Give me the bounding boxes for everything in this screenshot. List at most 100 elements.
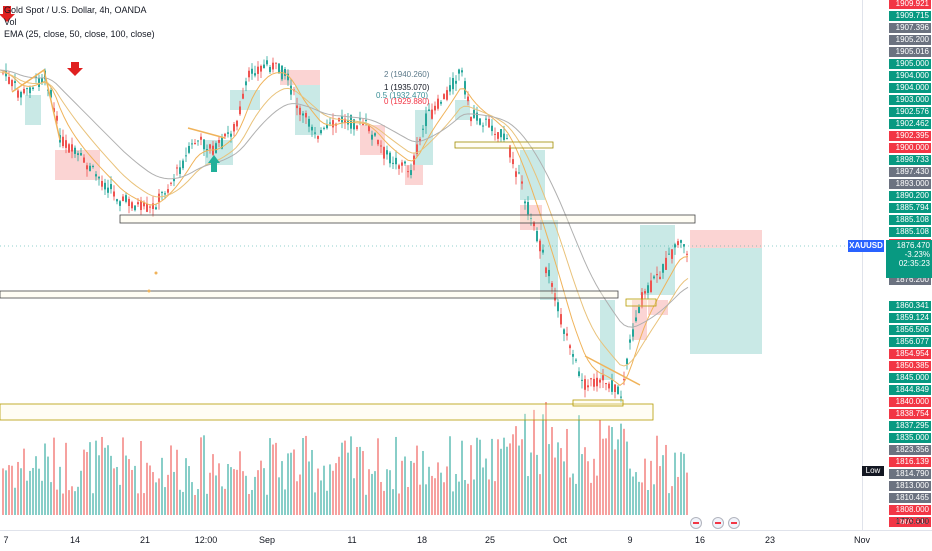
volume-bar: [161, 457, 163, 515]
volume-bar: [638, 481, 640, 515]
price-axis-label: 1856.077: [889, 337, 931, 347]
low-tag: Low: [862, 466, 884, 476]
candle-body: [377, 139, 379, 145]
volume-bar: [347, 452, 349, 515]
volume-bar: [299, 474, 301, 515]
volume-bar: [680, 452, 682, 515]
candle-body: [230, 133, 232, 137]
level-box: [454, 141, 554, 149]
candle-body: [32, 87, 34, 90]
volume-bar: [242, 471, 244, 515]
level-box: [572, 399, 624, 407]
volume-bar: [122, 437, 124, 515]
candle-body: [680, 240, 682, 243]
pattern-line: [11, 68, 61, 141]
price-axis[interactable]: 1909.921 1909.715 1907.396 1905.200 1905.016…: [862, 0, 932, 530]
volume-bar: [470, 445, 472, 515]
candle-body: [149, 206, 151, 208]
candle-body: [233, 124, 235, 132]
price-axis-label: 1808.000: [889, 505, 931, 515]
candle-body: [344, 118, 346, 124]
volume-bar: [551, 427, 553, 515]
volume-bar: [212, 454, 214, 515]
volume-bar: [572, 473, 574, 515]
down-arrow-icon: [0, 6, 15, 22]
volume-bar: [176, 449, 178, 515]
time-axis[interactable]: 7 14 21 12:00 Sep 11 18 25 Oct 9 16 23 Nov: [0, 530, 932, 551]
candle-body: [173, 178, 175, 182]
volume-bar: [590, 482, 592, 515]
candle-body: [26, 88, 28, 90]
volume-bar: [149, 465, 151, 515]
volume-bar: [455, 474, 457, 515]
volume-bar: [95, 440, 97, 515]
candle-body: [311, 126, 313, 131]
candle-body: [68, 144, 70, 153]
volume-bar: [44, 443, 46, 515]
candle-body: [506, 138, 508, 140]
pattern-line: [584, 355, 641, 386]
price-chart[interactable]: [0, 0, 862, 530]
volume-bar: [482, 467, 484, 515]
us-flag-icon[interactable]: [712, 517, 724, 529]
candle-body: [278, 63, 280, 73]
candle-body: [668, 253, 670, 255]
volume-bar: [539, 474, 541, 515]
candle-body: [251, 68, 253, 74]
volume-bar: [98, 455, 100, 515]
position-zone: [690, 230, 762, 248]
volume-bar: [665, 444, 667, 515]
candle-body: [128, 198, 130, 207]
volume-bar: [401, 460, 403, 515]
volume-bar: [557, 442, 559, 515]
price-axis-label: 1893.000: [889, 179, 931, 189]
candle-body: [596, 377, 598, 387]
candle-body: [419, 138, 421, 142]
volume-bar: [188, 466, 190, 515]
candle-body: [386, 150, 388, 155]
volume-bar: [293, 449, 295, 515]
candle-body: [146, 203, 148, 212]
volume-bar: [128, 459, 130, 515]
volume-bar: [617, 439, 619, 515]
time-axis-label: 9: [627, 535, 633, 545]
candle-body: [620, 396, 622, 398]
candle-body: [638, 307, 640, 314]
volume-bar: [20, 468, 22, 515]
us-flag-icon[interactable]: [728, 517, 740, 529]
volume-bar: [428, 466, 430, 515]
price-change: -3.23%: [904, 250, 930, 259]
volume-bar: [650, 460, 652, 515]
volume-bar: [407, 486, 409, 515]
candle-body: [71, 144, 73, 152]
volume-bar: [284, 489, 286, 515]
volume-bar: [86, 451, 88, 515]
volume-bar: [524, 413, 526, 515]
volume-bar: [233, 469, 235, 515]
price-axis-label: 1900.000: [889, 143, 931, 153]
volume-bar: [356, 447, 358, 515]
volume-bar: [593, 458, 595, 515]
candle-body: [482, 125, 484, 127]
volume-bar: [314, 492, 316, 515]
candle-body: [92, 165, 94, 167]
ema-indicator-label[interactable]: EMA (25, close, 50, close, 100, close): [4, 29, 155, 39]
volume-bar: [23, 448, 25, 515]
price-axis-label: 1903.000: [889, 95, 931, 105]
volume-bar: [203, 435, 205, 515]
volume-bar: [281, 461, 283, 515]
ema-50-line: [0, 71, 689, 367]
volume-indicator-label[interactable]: Vol: [4, 17, 17, 27]
price-axis-label: 1860.341: [889, 301, 931, 311]
us-flag-icon[interactable]: [690, 517, 702, 529]
candle-body: [299, 107, 301, 115]
chart-area[interactable]: Gold Spot / U.S. Dollar, 4h, OANDA Vol E…: [0, 0, 862, 530]
candle-body: [515, 171, 517, 177]
time-axis-label: 12:00: [194, 535, 218, 545]
volume-bar: [626, 441, 628, 515]
price-axis-label: 1885.108: [889, 227, 931, 237]
candle-body: [446, 90, 448, 100]
candle-body: [131, 202, 133, 209]
volume-bar: [245, 475, 247, 515]
candle-body: [410, 170, 412, 175]
